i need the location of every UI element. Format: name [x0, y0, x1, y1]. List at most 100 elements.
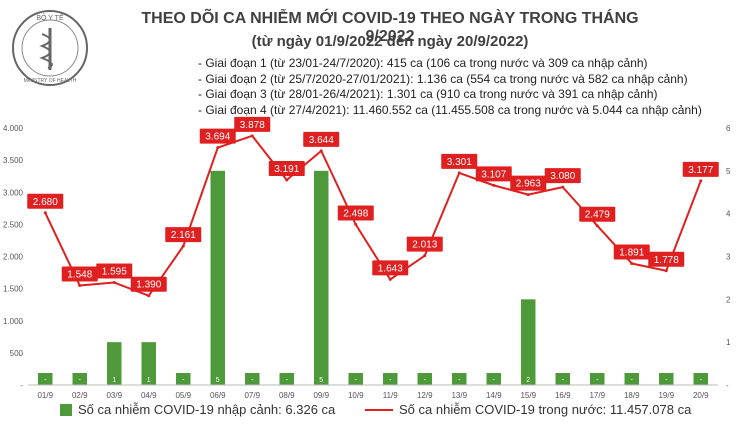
line-label-box — [510, 175, 547, 191]
line-point — [112, 281, 116, 285]
bar-label: - — [79, 377, 82, 384]
line-label-box — [199, 128, 236, 144]
legend-bar-label: Số ca nhiễm COVID-19 nhập cảnh: 6.326 ca — [78, 402, 336, 417]
right-tick-label: - — [726, 381, 729, 390]
line-label-box — [27, 193, 64, 209]
bar — [314, 170, 329, 385]
x-tick-label: 17/9 — [589, 391, 605, 400]
line-point — [664, 269, 668, 273]
line-point — [285, 178, 289, 182]
line-point — [216, 146, 220, 150]
x-tick-label: 09/9 — [313, 391, 329, 400]
right-tick-label: 3 — [726, 253, 731, 262]
line-label: 1.778 — [654, 255, 679, 266]
line-series: 2.680 1.548 1.595 1.390 2.161 3.694 3.878 3.191… — [27, 116, 719, 298]
line-label: 1.891 — [619, 248, 644, 259]
bar — [38, 373, 53, 385]
line-point — [43, 211, 47, 215]
bar-label: - — [286, 377, 289, 384]
line-label-box — [268, 160, 305, 176]
bar — [555, 373, 570, 385]
line-label-box — [648, 251, 685, 267]
bar-label: - — [355, 377, 358, 384]
bar-label: 2 — [526, 377, 530, 384]
line-point — [699, 179, 703, 183]
logo-text: BỘ Y TẾ — [36, 12, 64, 22]
bar-label: - — [251, 377, 254, 384]
x-tick-label: 04/9 — [141, 391, 157, 400]
line-label-box — [613, 244, 650, 260]
phase-list: - Giai đoạn 1 (từ 23/01-24/7/2020): 415 … — [198, 56, 702, 118]
left-tick-label: 4.000 — [3, 124, 24, 133]
bar-label: 1 — [147, 377, 151, 384]
right-tick-label: 2 — [726, 295, 731, 304]
line-label-box — [96, 263, 133, 279]
right-tick-label: 1 — [726, 338, 731, 347]
bar — [245, 373, 260, 385]
right-axis: - 1 2 3 4 5 6 — [726, 124, 731, 390]
bar-label: - — [44, 377, 47, 384]
page-title: THEO DÕI CA NHIỄM MỚI COVID-19 THEO NGÀY… — [141, 10, 639, 45]
line-label-box — [303, 131, 340, 147]
line-label-box — [406, 236, 443, 252]
bar — [624, 373, 639, 385]
bar-label: 1 — [112, 377, 116, 384]
bar — [693, 373, 708, 385]
line-label: 3.694 — [205, 132, 230, 143]
phase-line: - Giai đoạn 3 (từ 28/01-26/4/2021): 1.30… — [198, 87, 658, 101]
phase-line: - Giai đoạn 2 (từ 25/7/2020-27/01/2021):… — [198, 71, 688, 86]
x-tick-label: 01/9 — [37, 391, 53, 400]
bar-label: - — [562, 377, 565, 384]
line-point — [354, 223, 358, 227]
line-point — [630, 262, 634, 266]
bar — [279, 373, 294, 385]
line-label-box — [337, 205, 374, 221]
line-label-box — [372, 260, 409, 276]
legend-line-label: Số ca nhiễm COVID-19 trong nước: 11.457.… — [399, 402, 692, 417]
line-point — [457, 171, 461, 175]
logo-bottom-text: MINISTRY OF HEALTH — [24, 78, 77, 84]
bar-label: - — [389, 377, 392, 384]
line-point — [181, 244, 185, 248]
line-label-box — [441, 153, 478, 169]
phase-line: - Giai đoạn 4 (từ 27/4/2021): 11.460.552… — [198, 102, 702, 117]
right-tick-label: 5 — [726, 167, 731, 176]
bar — [141, 342, 156, 385]
line-point — [319, 149, 323, 153]
legend-bar: Số ca nhiễm COVID-19 nhập cảnh: 6.326 ca — [60, 402, 335, 417]
line-point — [595, 224, 599, 228]
x-tick-label: 15/9 — [520, 391, 536, 400]
x-tick-label: 06/9 — [210, 391, 226, 400]
x-tick-label: 05/9 — [175, 391, 191, 400]
x-tick-label: 12/9 — [417, 391, 433, 400]
left-tick-label: 500 — [10, 349, 24, 358]
line-label-box — [234, 116, 271, 132]
legend-line: Số ca nhiễm COVID-19 trong nước: 11.457.… — [365, 402, 691, 417]
line-point — [388, 277, 392, 281]
line-label: 3.107 — [481, 169, 506, 180]
left-tick-label: 2.500 — [3, 220, 24, 229]
line-label: 1.548 — [67, 270, 92, 281]
bar — [210, 170, 225, 385]
x-tick-label: 13/9 — [451, 391, 467, 400]
x-tick-label: 11/9 — [383, 391, 399, 400]
right-tick-label: 4 — [726, 210, 731, 219]
bar — [176, 373, 191, 385]
line-label-box — [165, 227, 202, 243]
line-point — [250, 134, 254, 138]
right-tick-label: 6 — [726, 124, 731, 133]
line-label-box — [579, 206, 616, 222]
left-tick-label: 2.000 — [3, 253, 24, 262]
x-tick-label: 18/9 — [624, 391, 640, 400]
bar-label: - — [700, 377, 703, 384]
bar — [590, 373, 605, 385]
x-tick-label: 07/9 — [244, 391, 260, 400]
bar-label: - — [493, 377, 496, 384]
line-label-box — [61, 266, 98, 282]
bar — [72, 373, 87, 385]
line-label: 2.498 — [343, 209, 368, 220]
line-label: 2.013 — [412, 240, 437, 251]
x-tick-label: 16/9 — [555, 391, 571, 400]
